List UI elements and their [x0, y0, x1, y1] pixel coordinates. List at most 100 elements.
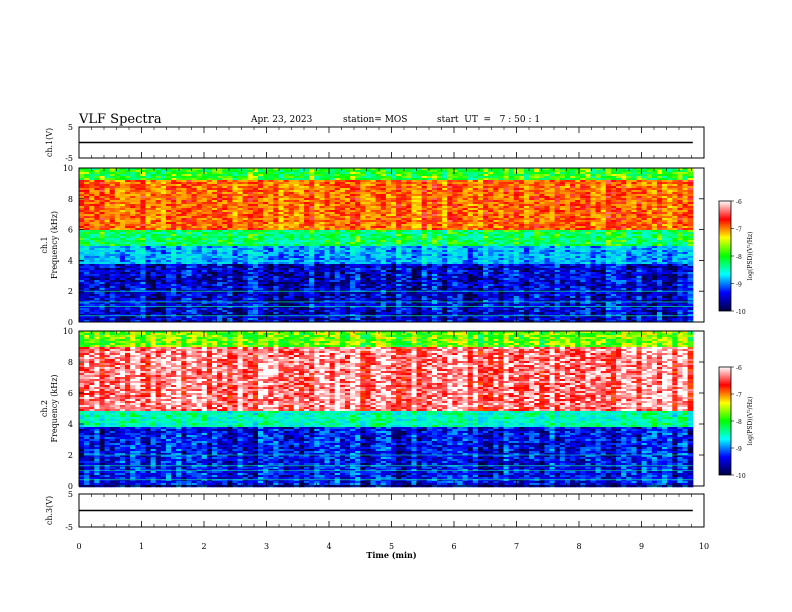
spectrogram-cell: [119, 180, 126, 183]
spectrogram-cell: [334, 194, 341, 197]
spectrogram-cell: [89, 170, 95, 173]
spectrogram-cell: [324, 272, 331, 275]
spectrogram-cell: [370, 252, 377, 255]
spectrogram-cell: [273, 202, 280, 205]
spectrogram-cell: [380, 278, 387, 281]
spectrogram-cell: [155, 274, 162, 277]
spectrogram-cell: [84, 238, 90, 241]
spectrogram-cell: [150, 186, 157, 189]
spectrogram-cell: [293, 320, 300, 323]
spectrogram-cell: [334, 270, 341, 273]
spectrogram-cell: [191, 292, 198, 295]
spectrogram-cell: [385, 280, 392, 283]
spectrogram-cell: [365, 174, 372, 177]
spectrogram-cell: [385, 286, 392, 289]
spectrogram-cell: [135, 304, 141, 307]
spectrogram-cell: [273, 176, 280, 179]
spectrogram-cell: [304, 266, 310, 269]
spectrogram-cell: [258, 296, 264, 299]
spectrogram-cell: [125, 172, 131, 175]
spectrogram-cell: [319, 304, 326, 307]
spectrogram-cell: [314, 212, 320, 215]
spectrogram-cell: [375, 182, 382, 185]
spectrogram-cell: [375, 258, 382, 261]
spectrogram-cell: [273, 192, 280, 195]
spectrogram-cell: [396, 228, 402, 231]
spectrogram-cell: [114, 224, 121, 227]
spectrogram-cell: [222, 318, 228, 321]
spectrogram-cell: [176, 272, 182, 275]
spectrogram-cell: [99, 178, 106, 181]
spectrogram-cell: [191, 246, 198, 249]
spectrogram-cell: [304, 236, 310, 239]
spectrogram-cell: [355, 308, 361, 311]
spectrogram-cell: [217, 206, 223, 209]
spectrogram-cell: [258, 250, 264, 253]
spectrogram-cell: [94, 284, 101, 287]
spectrogram-cell: [171, 174, 177, 177]
spectrogram-cell: [232, 310, 239, 313]
spectrogram-cell: [222, 186, 228, 189]
spectrogram-cell: [217, 300, 223, 303]
spectrogram-cell: [99, 180, 106, 183]
spectrogram-cell: [258, 280, 264, 283]
spectrogram-cell: [130, 188, 136, 191]
spectrogram-cell: [309, 236, 315, 239]
spectrogram-cell: [390, 320, 397, 323]
spectrogram-cell: [125, 174, 131, 177]
spectrogram-cell: [263, 240, 269, 243]
spectrogram-cell: [222, 266, 228, 269]
spectrogram-cell: [227, 296, 234, 299]
spectrogram-cell: [227, 202, 234, 205]
spectrogram-cell: [145, 194, 152, 197]
spectrogram-cell: [319, 298, 326, 301]
spectrogram-cell: [222, 298, 228, 301]
spectrogram-cell: [385, 226, 392, 229]
spectrogram-cell: [329, 300, 336, 303]
spectrogram-cell: [365, 232, 372, 235]
spectrogram-cell: [314, 230, 320, 233]
spectrogram-cell: [329, 310, 336, 313]
spectrogram-cell: [329, 198, 336, 201]
spectrogram-cell: [206, 206, 213, 209]
spectrogram-cell: [155, 314, 162, 317]
spectrogram-cell: [252, 274, 259, 277]
spectrogram-cell: [344, 222, 351, 225]
spectrogram-cell: [298, 168, 305, 171]
spectrogram-cell: [360, 248, 367, 251]
spectrogram-cell: [227, 316, 234, 319]
spectrogram-cell: [222, 316, 228, 319]
spectrogram-cell: [201, 316, 208, 319]
spectrogram-cell: [130, 196, 136, 199]
spectrogram-cell: [334, 280, 341, 283]
spectrogram-cell: [319, 186, 326, 189]
spectrogram-cell: [309, 282, 315, 285]
spectrogram-cell: [304, 298, 310, 301]
spectrogram-cell: [401, 204, 407, 207]
spectrogram-cell: [206, 306, 213, 309]
spectrogram-cell: [99, 292, 106, 295]
spectrogram-cell: [385, 256, 392, 259]
spectrogram-cell: [89, 182, 95, 185]
spectrogram-cell: [119, 274, 126, 277]
spectrogram-cell: [339, 242, 346, 245]
spectrogram-cell: [165, 208, 172, 211]
spectrogram-cell: [196, 316, 203, 319]
spectrogram-cell: [94, 258, 101, 261]
spectrogram-cell: [304, 314, 310, 317]
spectrogram-cell: [217, 288, 223, 291]
spectrogram-cell: [217, 282, 223, 285]
spectrogram-cell: [288, 264, 295, 267]
spectrogram-cell: [150, 266, 157, 269]
spectrogram-cell: [278, 244, 285, 247]
spectrogram-cell: [201, 194, 208, 197]
spectrogram-cell: [130, 250, 136, 253]
spectrogram-cell: [84, 184, 90, 187]
spectrogram-cell: [365, 256, 372, 259]
spectrogram-cell: [94, 188, 101, 191]
spectrogram-cell: [365, 320, 372, 323]
spectrogram-cell: [375, 230, 382, 233]
spectrogram-cell: [293, 218, 300, 221]
spectrogram-cell: [196, 234, 203, 237]
spectrogram-cell: [94, 286, 101, 289]
